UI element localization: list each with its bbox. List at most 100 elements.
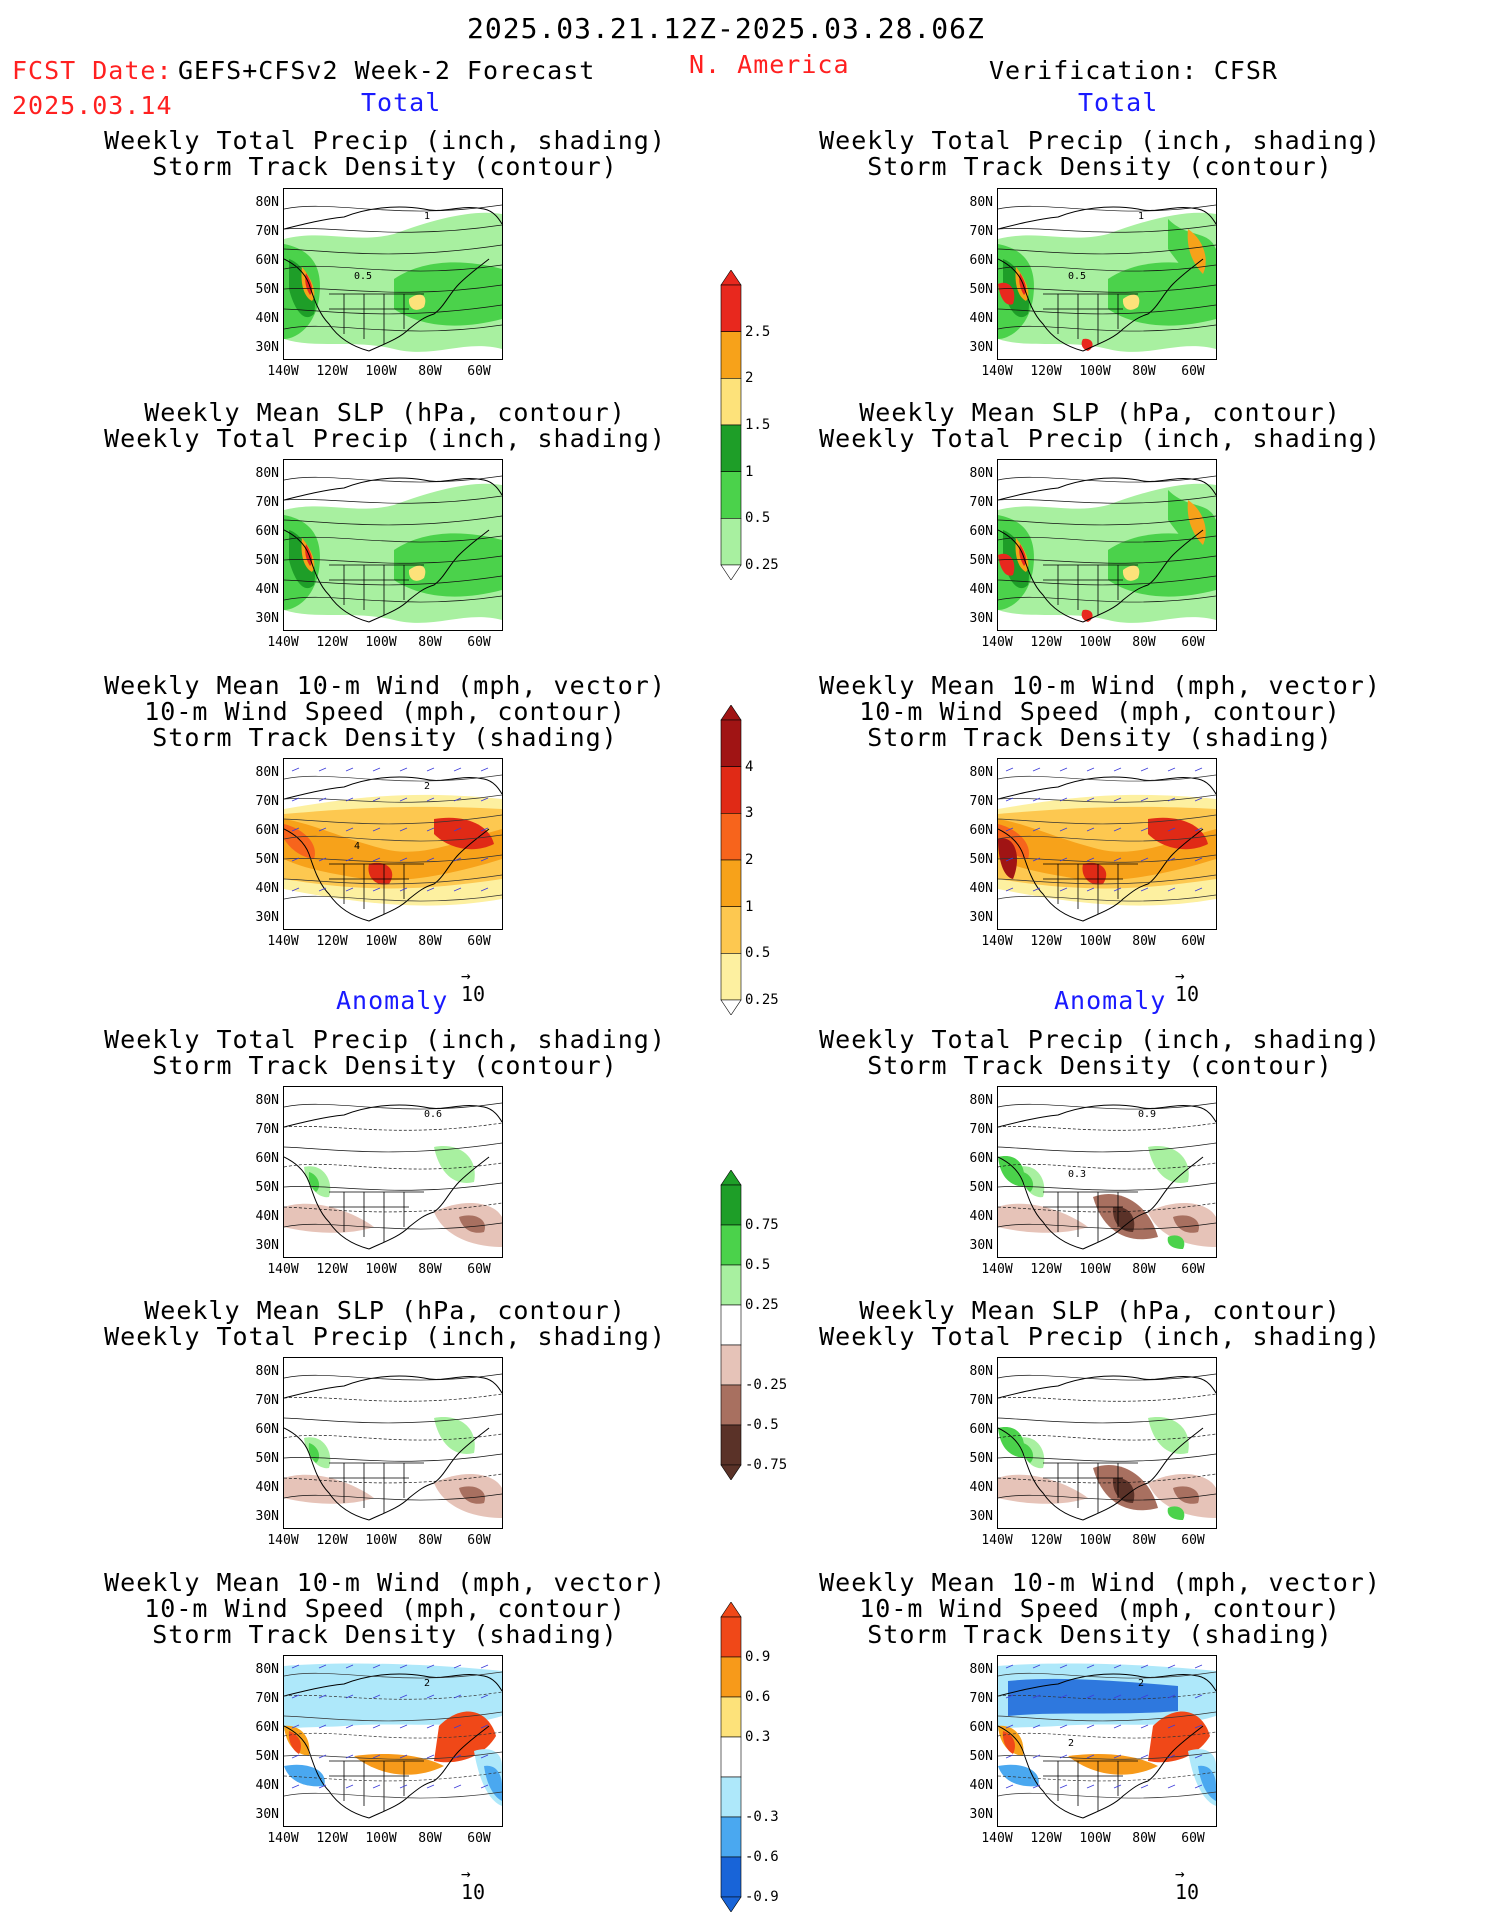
wind-storm-anomaly-right-panel-contour-label: 2 <box>1138 1678 1144 1689</box>
lon-tick-label: 120W <box>1030 635 1062 650</box>
precip-storm-anomaly-left-title-line-2: Storm Track Density (contour) <box>152 1051 618 1080</box>
lat-tick-label: 30N <box>969 1807 993 1822</box>
lon-tick-label: 140W <box>981 635 1013 650</box>
precip-total-colorbar-label: 2 <box>745 370 754 387</box>
lat-tick-label: 80N <box>255 1662 279 1677</box>
lat-tick-label: 60N <box>969 1422 993 1437</box>
lat-tick-label: 50N <box>255 553 279 568</box>
precip-storm-total-right-panel-contour-label: 1 <box>1138 211 1144 222</box>
lon-tick-label: 80W <box>1132 1262 1156 1277</box>
slp-precip-anomaly-left-title-line-2: Weekly Total Precip (inch, shading) <box>104 1322 666 1351</box>
lon-tick-label: 100W <box>365 1831 397 1846</box>
lat-tick-label: 50N <box>255 1749 279 1764</box>
wind-storm-anomaly-right-panel-map: 22 <box>998 1663 1216 1819</box>
lat-tick-label: 70N <box>255 1122 279 1137</box>
precip-anomaly-colorbar-label: -0.5 <box>745 1417 779 1433</box>
slp-precip-total-right-title-line-2: Weekly Total Precip (inch, shading) <box>819 424 1381 453</box>
wind-storm-total-left-panel-contour-label: 4 <box>354 841 360 852</box>
lat-tick-label: 80N <box>969 1662 993 1677</box>
lon-tick-label: 120W <box>1030 1262 1062 1277</box>
lat-tick-label: 60N <box>255 823 279 838</box>
wind-storm-total-left-title-line-3: Storm Track Density (shading) <box>152 723 618 752</box>
model-label: GEFS+CFSv2 Week-2 Forecast <box>178 56 596 85</box>
lon-tick-label: 60W <box>1181 1533 1205 1548</box>
lon-tick-label: 100W <box>1079 1262 1111 1277</box>
lon-tick-label: 120W <box>1030 1831 1062 1846</box>
precip-total-colorbar-label: 2.5 <box>745 323 771 340</box>
lat-tick-label: 70N <box>255 1393 279 1408</box>
lat-tick-label: 70N <box>969 794 993 809</box>
precip-storm-total-right-panel-map: 10.5 <box>998 204 1216 352</box>
storm-anomaly-colorbar-label: 0.9 <box>745 1649 771 1665</box>
lat-tick-label: 40N <box>969 1209 993 1224</box>
section-total-right: Total <box>1078 88 1159 117</box>
lon-tick-label: 120W <box>1030 1533 1062 1548</box>
lon-tick-label: 140W <box>267 1831 299 1846</box>
wind-storm-anomaly-left-panel-map: 2 <box>284 1663 502 1819</box>
lon-tick-label: 100W <box>1079 635 1111 650</box>
slp-precip-total-right-panel-map <box>998 475 1216 623</box>
lon-tick-label: 140W <box>267 1533 299 1548</box>
slp-precip-total-right-title-line-1: Weekly Mean SLP (hPa, contour) <box>859 398 1341 427</box>
precip-storm-total-right-title-line-1: Weekly Total Precip (inch, shading) <box>819 126 1381 155</box>
lat-tick-label: 40N <box>255 1209 279 1224</box>
storm-total-colorbar-label: 1 <box>745 898 754 915</box>
lat-tick-label: 50N <box>969 282 993 297</box>
lon-tick-label: 60W <box>1181 934 1205 949</box>
lon-tick-label: 100W <box>365 635 397 650</box>
wind-storm-total-left-panel-map: 24 <box>284 767 502 922</box>
lat-tick-label: 80N <box>255 765 279 780</box>
vector-reference: → 10 <box>1175 1864 1199 1903</box>
lon-tick-label: 80W <box>1132 364 1156 379</box>
lon-tick-label: 80W <box>1132 635 1156 650</box>
slp-precip-total-left-panel <box>283 459 503 631</box>
lat-tick-label: 80N <box>255 1364 279 1379</box>
lat-tick-label: 30N <box>255 1509 279 1524</box>
lon-tick-label: 60W <box>467 635 491 650</box>
wind-storm-anomaly-left-title-line-1: Weekly Mean 10-m Wind (mph, vector) <box>104 1568 666 1597</box>
wind-storm-anomaly-left-title-line-2: 10-m Wind Speed (mph, contour) <box>144 1594 626 1623</box>
lat-tick-label: 30N <box>255 340 279 355</box>
lon-tick-label: 80W <box>418 1831 442 1846</box>
precip-storm-total-right-title-line-2: Storm Track Density (contour) <box>867 152 1333 181</box>
lon-tick-label: 140W <box>267 364 299 379</box>
lat-tick-label: 80N <box>969 1364 993 1379</box>
section-anomaly-right: Anomaly <box>1054 986 1167 1015</box>
slp-precip-anomaly-right-panel-map <box>998 1373 1216 1521</box>
lon-tick-label: 140W <box>267 934 299 949</box>
lat-tick-label: 40N <box>969 582 993 597</box>
lat-tick-label: 50N <box>969 852 993 867</box>
wind-storm-anomaly-left-panel-contour-label: 2 <box>424 1678 430 1689</box>
lon-tick-label: 100W <box>365 1533 397 1548</box>
storm-anomaly-colorbar-label: -0.9 <box>745 1889 779 1905</box>
lat-tick-label: 70N <box>969 1393 993 1408</box>
region-label: N. America <box>689 50 850 79</box>
slp-precip-total-left-title-line-2: Weekly Total Precip (inch, shading) <box>104 424 666 453</box>
lon-tick-label: 100W <box>365 1262 397 1277</box>
lat-tick-label: 40N <box>969 1480 993 1495</box>
lon-tick-label: 60W <box>1181 635 1205 650</box>
lat-tick-label: 60N <box>255 524 279 539</box>
lat-tick-label: 70N <box>255 794 279 809</box>
lon-tick-label: 100W <box>1079 364 1111 379</box>
precip-storm-anomaly-right-title-line-2: Storm Track Density (contour) <box>867 1051 1333 1080</box>
lat-tick-label: 30N <box>969 1509 993 1524</box>
wind-storm-anomaly-left-panel: 2 <box>283 1655 503 1827</box>
vector-reference: → 10 <box>1175 968 1200 1006</box>
lat-tick-label: 80N <box>969 1093 993 1108</box>
vector-reference-value: 10 <box>1175 982 1200 1006</box>
vector-reference-arrow-icon: → <box>1175 1864 1185 1883</box>
lon-tick-label: 60W <box>467 934 491 949</box>
precip-storm-total-right-panel: 1 0.5 <box>997 188 1217 360</box>
storm-anomaly-colorbar-label: -0.3 <box>745 1809 779 1825</box>
precip-storm-total-left-title-line-1: Weekly Total Precip (inch, shading) <box>104 126 666 155</box>
precip-anomaly-colorbar-label: 0.5 <box>745 1257 771 1273</box>
precip-storm-total-left-panel-contour-label: 1 <box>424 211 430 222</box>
slp-precip-total-left-title-line-1: Weekly Mean SLP (hPa, contour) <box>144 398 626 427</box>
lat-tick-label: 80N <box>255 466 279 481</box>
slp-precip-anomaly-left-title-line-1: Weekly Mean SLP (hPa, contour) <box>144 1296 626 1325</box>
precip-storm-total-left-panel: 1 0.5 <box>283 188 503 360</box>
precip-storm-total-left-panel-map: 10.5 <box>284 204 502 352</box>
lat-tick-label: 50N <box>969 1749 993 1764</box>
